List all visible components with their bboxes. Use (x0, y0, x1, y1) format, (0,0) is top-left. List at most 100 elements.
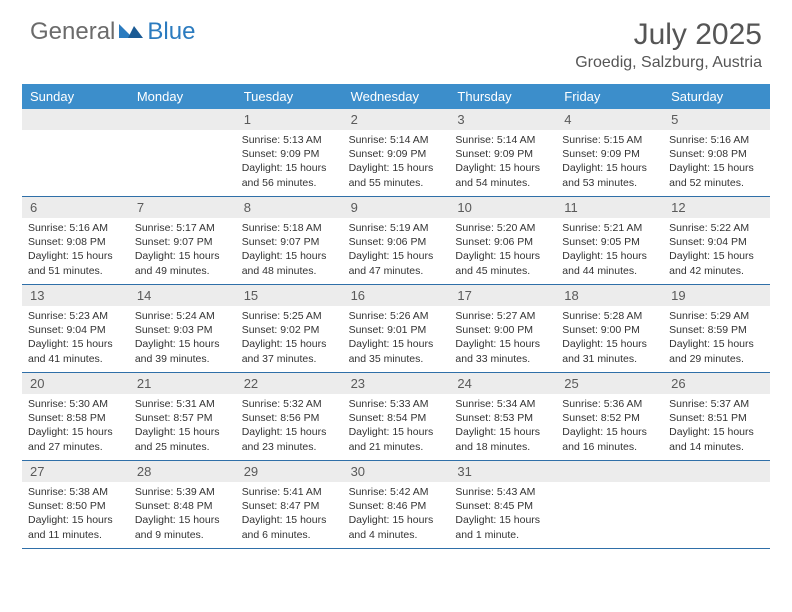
day-number: 3 (449, 109, 556, 130)
sunrise-text: Sunrise: 5:19 AM (349, 221, 444, 235)
day-cell: 26Sunrise: 5:37 AMSunset: 8:51 PMDayligh… (663, 373, 770, 461)
logo: General Blue (30, 18, 195, 46)
day-number-bar (22, 109, 129, 130)
day-number: 12 (663, 197, 770, 218)
daylight-text: Daylight: 15 hours and 4 minutes. (349, 513, 444, 541)
day-number: 22 (236, 373, 343, 394)
day-content: Sunrise: 5:21 AMSunset: 9:05 PMDaylight:… (556, 218, 663, 284)
day-number: 31 (449, 461, 556, 482)
weekday-cell: Sunday (22, 84, 129, 109)
day-number: 14 (129, 285, 236, 306)
sunrise-text: Sunrise: 5:14 AM (455, 133, 550, 147)
day-number: 7 (129, 197, 236, 218)
day-cell: 14Sunrise: 5:24 AMSunset: 9:03 PMDayligh… (129, 285, 236, 373)
day-number: 19 (663, 285, 770, 306)
day-content: Sunrise: 5:13 AMSunset: 9:09 PMDaylight:… (236, 130, 343, 196)
page-header: General Blue July 2025 Groedig, Salzburg… (0, 0, 792, 76)
day-content: Sunrise: 5:16 AMSunset: 9:08 PMDaylight:… (663, 130, 770, 196)
day-number: 30 (343, 461, 450, 482)
daylight-text: Daylight: 15 hours and 18 minutes. (455, 425, 550, 453)
day-cell: 13Sunrise: 5:23 AMSunset: 9:04 PMDayligh… (22, 285, 129, 373)
daylight-text: Daylight: 15 hours and 27 minutes. (28, 425, 123, 453)
sunrise-text: Sunrise: 5:16 AM (28, 221, 123, 235)
day-content: Sunrise: 5:41 AMSunset: 8:47 PMDaylight:… (236, 482, 343, 548)
day-cell: 18Sunrise: 5:28 AMSunset: 9:00 PMDayligh… (556, 285, 663, 373)
daylight-text: Daylight: 15 hours and 23 minutes. (242, 425, 337, 453)
daylight-text: Daylight: 15 hours and 52 minutes. (669, 161, 764, 189)
daylight-text: Daylight: 15 hours and 6 minutes. (242, 513, 337, 541)
empty-day-cell (556, 461, 663, 549)
title-block: July 2025 Groedig, Salzburg, Austria (575, 18, 762, 72)
day-content: Sunrise: 5:39 AMSunset: 8:48 PMDaylight:… (129, 482, 236, 548)
sunset-text: Sunset: 9:03 PM (135, 323, 230, 337)
day-content: Sunrise: 5:37 AMSunset: 8:51 PMDaylight:… (663, 394, 770, 460)
day-cell: 1Sunrise: 5:13 AMSunset: 9:09 PMDaylight… (236, 109, 343, 197)
sunrise-text: Sunrise: 5:13 AM (242, 133, 337, 147)
sunrise-text: Sunrise: 5:39 AM (135, 485, 230, 499)
sunset-text: Sunset: 9:09 PM (455, 147, 550, 161)
day-cell: 20Sunrise: 5:30 AMSunset: 8:58 PMDayligh… (22, 373, 129, 461)
sunset-text: Sunset: 9:06 PM (455, 235, 550, 249)
day-number: 25 (556, 373, 663, 394)
sunrise-text: Sunrise: 5:38 AM (28, 485, 123, 499)
sunset-text: Sunset: 8:48 PM (135, 499, 230, 513)
sunrise-text: Sunrise: 5:17 AM (135, 221, 230, 235)
sunset-text: Sunset: 8:47 PM (242, 499, 337, 513)
location-text: Groedig, Salzburg, Austria (575, 54, 762, 72)
day-number: 11 (556, 197, 663, 218)
daylight-text: Daylight: 15 hours and 47 minutes. (349, 249, 444, 277)
daylight-text: Daylight: 15 hours and 44 minutes. (562, 249, 657, 277)
sunrise-text: Sunrise: 5:21 AM (562, 221, 657, 235)
sunset-text: Sunset: 9:04 PM (28, 323, 123, 337)
sunset-text: Sunset: 9:08 PM (28, 235, 123, 249)
sunset-text: Sunset: 8:50 PM (28, 499, 123, 513)
sunrise-text: Sunrise: 5:33 AM (349, 397, 444, 411)
day-number: 29 (236, 461, 343, 482)
day-cell: 12Sunrise: 5:22 AMSunset: 9:04 PMDayligh… (663, 197, 770, 285)
daylight-text: Daylight: 15 hours and 55 minutes. (349, 161, 444, 189)
sunset-text: Sunset: 9:08 PM (669, 147, 764, 161)
sunset-text: Sunset: 8:58 PM (28, 411, 123, 425)
day-content: Sunrise: 5:30 AMSunset: 8:58 PMDaylight:… (22, 394, 129, 460)
day-content: Sunrise: 5:32 AMSunset: 8:56 PMDaylight:… (236, 394, 343, 460)
day-content: Sunrise: 5:34 AMSunset: 8:53 PMDaylight:… (449, 394, 556, 460)
day-content: Sunrise: 5:26 AMSunset: 9:01 PMDaylight:… (343, 306, 450, 372)
day-number: 28 (129, 461, 236, 482)
day-cell: 8Sunrise: 5:18 AMSunset: 9:07 PMDaylight… (236, 197, 343, 285)
sunrise-text: Sunrise: 5:28 AM (562, 309, 657, 323)
day-number: 21 (129, 373, 236, 394)
logo-text-blue: Blue (147, 18, 195, 46)
sunset-text: Sunset: 9:09 PM (242, 147, 337, 161)
day-cell: 23Sunrise: 5:33 AMSunset: 8:54 PMDayligh… (343, 373, 450, 461)
day-number: 15 (236, 285, 343, 306)
day-number: 4 (556, 109, 663, 130)
calendar: SundayMondayTuesdayWednesdayThursdayFrid… (22, 84, 770, 549)
day-number: 17 (449, 285, 556, 306)
sunset-text: Sunset: 8:57 PM (135, 411, 230, 425)
sunrise-text: Sunrise: 5:37 AM (669, 397, 764, 411)
daylight-text: Daylight: 15 hours and 35 minutes. (349, 337, 444, 365)
day-number: 2 (343, 109, 450, 130)
sunrise-text: Sunrise: 5:30 AM (28, 397, 123, 411)
day-content: Sunrise: 5:23 AMSunset: 9:04 PMDaylight:… (22, 306, 129, 372)
sunset-text: Sunset: 8:52 PM (562, 411, 657, 425)
day-content: Sunrise: 5:33 AMSunset: 8:54 PMDaylight:… (343, 394, 450, 460)
day-cell: 11Sunrise: 5:21 AMSunset: 9:05 PMDayligh… (556, 197, 663, 285)
sunrise-text: Sunrise: 5:26 AM (349, 309, 444, 323)
daylight-text: Daylight: 15 hours and 33 minutes. (455, 337, 550, 365)
weekday-cell: Tuesday (236, 84, 343, 109)
sunrise-text: Sunrise: 5:36 AM (562, 397, 657, 411)
month-title: July 2025 (575, 18, 762, 52)
sunrise-text: Sunrise: 5:27 AM (455, 309, 550, 323)
logo-mark-icon (119, 20, 145, 45)
sunrise-text: Sunrise: 5:42 AM (349, 485, 444, 499)
day-number: 6 (22, 197, 129, 218)
day-number-bar (556, 461, 663, 482)
sunset-text: Sunset: 9:02 PM (242, 323, 337, 337)
sunset-text: Sunset: 9:00 PM (562, 323, 657, 337)
sunset-text: Sunset: 9:01 PM (349, 323, 444, 337)
sunset-text: Sunset: 9:05 PM (562, 235, 657, 249)
day-content: Sunrise: 5:18 AMSunset: 9:07 PMDaylight:… (236, 218, 343, 284)
sunrise-text: Sunrise: 5:23 AM (28, 309, 123, 323)
day-cell: 21Sunrise: 5:31 AMSunset: 8:57 PMDayligh… (129, 373, 236, 461)
